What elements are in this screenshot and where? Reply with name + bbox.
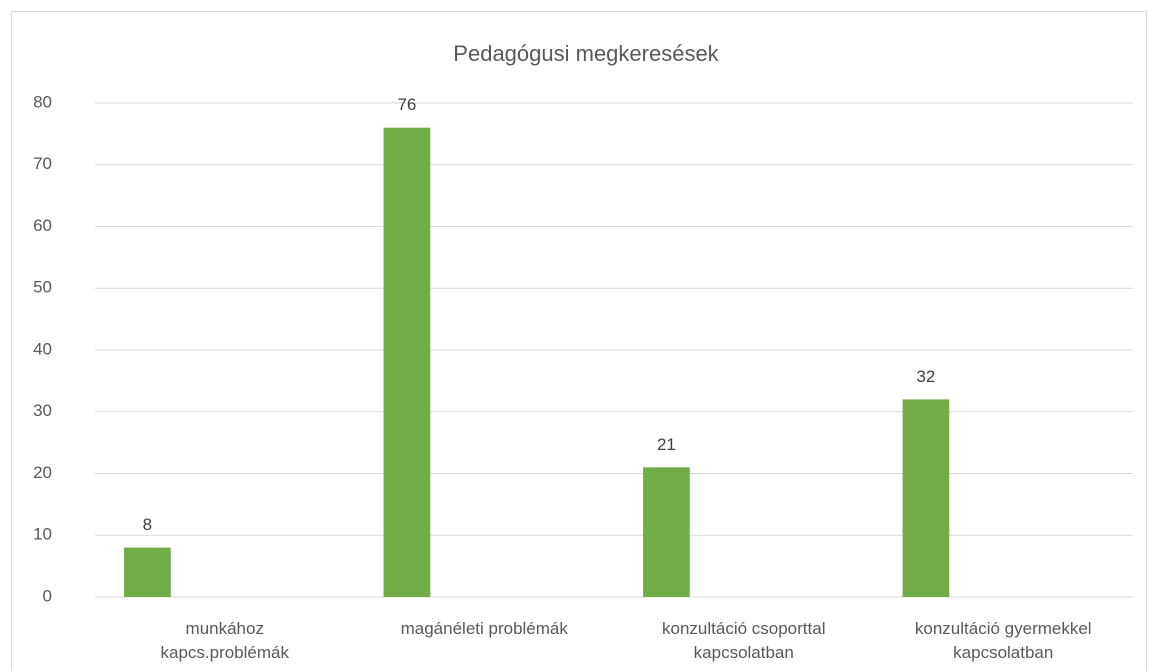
y-tick-label: 80 bbox=[33, 92, 52, 111]
data-label: 76 bbox=[397, 95, 416, 114]
x-tick-label: konzultáció csoporttal kapcsolatban bbox=[662, 619, 826, 662]
y-tick-label: 10 bbox=[33, 525, 52, 544]
data-label: 21 bbox=[657, 435, 676, 454]
data-label: 32 bbox=[916, 367, 935, 386]
x-tick-label: konzultáció gyermekkel kapcsolatban bbox=[914, 619, 1092, 662]
y-tick-label: 30 bbox=[33, 401, 52, 420]
y-tick-label: 70 bbox=[33, 154, 52, 173]
bar bbox=[124, 547, 171, 597]
y-tick-label: 0 bbox=[43, 586, 52, 605]
y-tick-label: 50 bbox=[33, 278, 52, 297]
chart-title: Pedagógusi megkeresések bbox=[453, 41, 719, 66]
x-tick-label: magánéleti problémák bbox=[400, 619, 568, 638]
bar bbox=[383, 127, 431, 597]
bar bbox=[643, 467, 690, 597]
chart-border bbox=[11, 11, 1147, 671]
y-tick-label: 20 bbox=[33, 463, 52, 482]
y-tick-label: 40 bbox=[33, 339, 52, 358]
y-tick-label: 60 bbox=[33, 216, 52, 235]
data-label: 8 bbox=[143, 515, 152, 534]
bar bbox=[902, 399, 950, 597]
x-tick-label: munkához kapcs.problémák bbox=[160, 619, 289, 662]
